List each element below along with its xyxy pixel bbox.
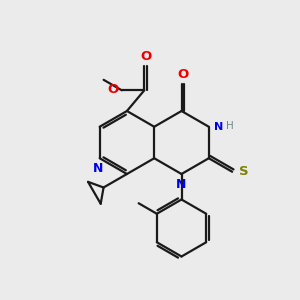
Text: N: N — [214, 122, 224, 132]
Text: H: H — [226, 121, 233, 130]
Text: O: O — [177, 68, 189, 81]
Text: O: O — [140, 50, 152, 63]
Text: N: N — [93, 162, 103, 175]
Text: N: N — [176, 178, 187, 190]
Text: S: S — [239, 165, 248, 178]
Text: O: O — [107, 83, 118, 96]
